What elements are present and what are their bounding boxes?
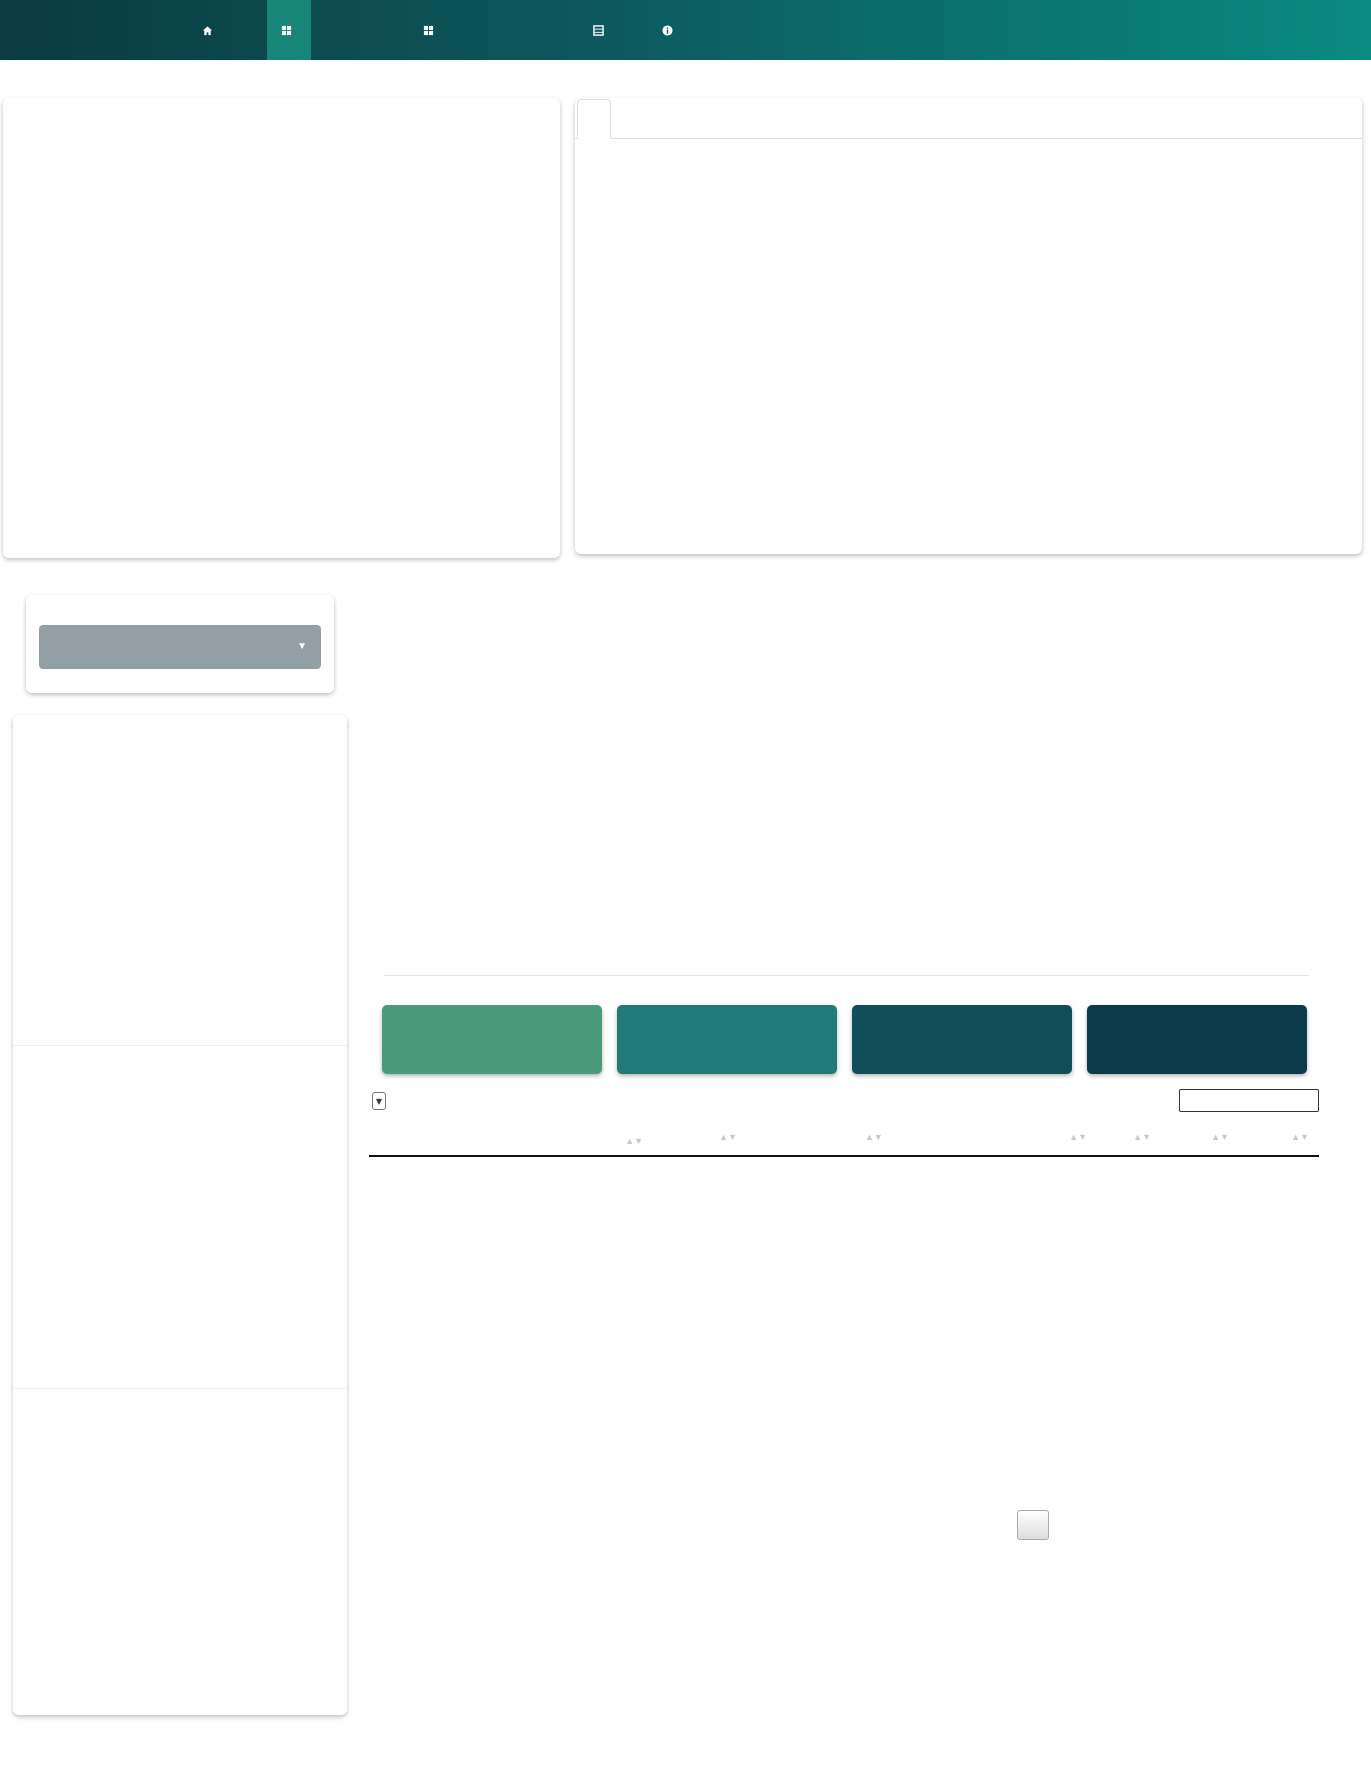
col-header-monetary[interactable]: ▲▼ <box>1239 1117 1319 1157</box>
tab-avg-recency-frequency[interactable] <box>660 99 692 139</box>
sort-icon: ▲▼ <box>1211 1132 1229 1142</box>
customers-value-box <box>382 1005 602 1074</box>
pagination-page-5[interactable] <box>1156 1510 1188 1540</box>
nav-about[interactable] <box>648 0 692 60</box>
frequency-value-box <box>852 1005 1072 1074</box>
divider <box>13 1045 347 1046</box>
pagination-page-3[interactable] <box>1086 1510 1118 1540</box>
col-header-avg-amount-order[interactable]: ▲▼ <box>947 1117 1097 1157</box>
entries-length-control: ▾ <box>369 1092 389 1110</box>
tab-segment[interactable] <box>577 99 611 139</box>
divider <box>13 1388 347 1389</box>
table-icon <box>593 24 604 36</box>
pagination-page-4[interactable] <box>1121 1510 1153 1540</box>
order-habbit-card <box>13 715 347 1715</box>
col-header-last-order[interactable]: ▲▼ <box>847 1117 947 1157</box>
tab-strip <box>575 98 1362 139</box>
col-header-index[interactable] <box>369 1117 415 1157</box>
treemap-colorbar <box>630 908 1070 948</box>
table-header-row: ▲▼ ▲▼ ▲▼ ▲▼ ▲▼ ▲▼ ▲▼ <box>369 1117 1319 1157</box>
rfm-3d-scatter-chart[interactable] <box>655 193 1345 513</box>
customer-data-table: ▲▼ ▲▼ ▲▼ ▲▼ ▲▼ ▲▼ ▲▼ <box>369 1117 1319 1157</box>
segment-tabs-card <box>575 98 1362 554</box>
sort-icon: ▲▼ <box>625 1136 643 1146</box>
divider <box>384 975 1309 976</box>
sort-icon: ▲▼ <box>1291 1132 1309 1142</box>
city-shipping-treemap[interactable] <box>404 624 1289 892</box>
sort-icon: ▲▼ <box>865 1132 883 1142</box>
col-header-age[interactable]: ▲▼ <box>1097 1117 1161 1157</box>
rfm-segment-select[interactable]: ▼ <box>39 625 321 669</box>
sort-icon: ▲▼ <box>719 1132 737 1142</box>
monetary-value-box <box>1087 1005 1307 1074</box>
nav-customer-value-matrix[interactable] <box>409 0 453 60</box>
col-header-recency[interactable]: ▲▼ <box>1161 1117 1239 1157</box>
col-header-member-id[interactable]: ▲▼ <box>415 1117 647 1157</box>
navbar <box>0 0 1371 60</box>
grid-icon <box>281 25 292 35</box>
filter-card: ▼ <box>26 595 334 693</box>
search-input[interactable] <box>1179 1089 1319 1112</box>
pagination-ellipsis <box>1191 1510 1217 1540</box>
rfm-summary-card <box>3 98 560 558</box>
chevron-down-icon: ▼ <box>297 641 307 652</box>
nav-rfm-combination[interactable] <box>267 0 311 60</box>
pagination-page-915[interactable] <box>1220 1510 1260 1540</box>
tab-avg-monetary[interactable] <box>839 99 871 139</box>
monthly-order-polar-chart <box>30 755 330 1035</box>
daily-order-polar-chart <box>30 1100 330 1370</box>
col-header-frequency[interactable]: ▲▼ <box>647 1117 747 1157</box>
pagination-page-1[interactable] <box>1017 1510 1049 1540</box>
sort-icon: ▲▼ <box>1133 1132 1151 1142</box>
home-icon <box>202 25 213 35</box>
recency-value-box <box>617 1005 837 1074</box>
hourly-order-polar-chart <box>30 1442 330 1712</box>
col-header-first-order[interactable] <box>747 1117 847 1157</box>
nav-data[interactable] <box>579 0 623 60</box>
sort-icon: ▲▼ <box>1069 1132 1087 1142</box>
pagination-previous[interactable] <box>948 1510 1008 1540</box>
segment-pie-chart <box>173 253 443 523</box>
pagination-next[interactable] <box>1266 1510 1310 1540</box>
pagination-page-2[interactable] <box>1051 1510 1083 1540</box>
nav-home[interactable] <box>188 0 232 60</box>
grid-icon <box>423 25 434 35</box>
entries-select[interactable]: ▾ <box>372 1092 387 1110</box>
info-icon <box>662 24 673 36</box>
